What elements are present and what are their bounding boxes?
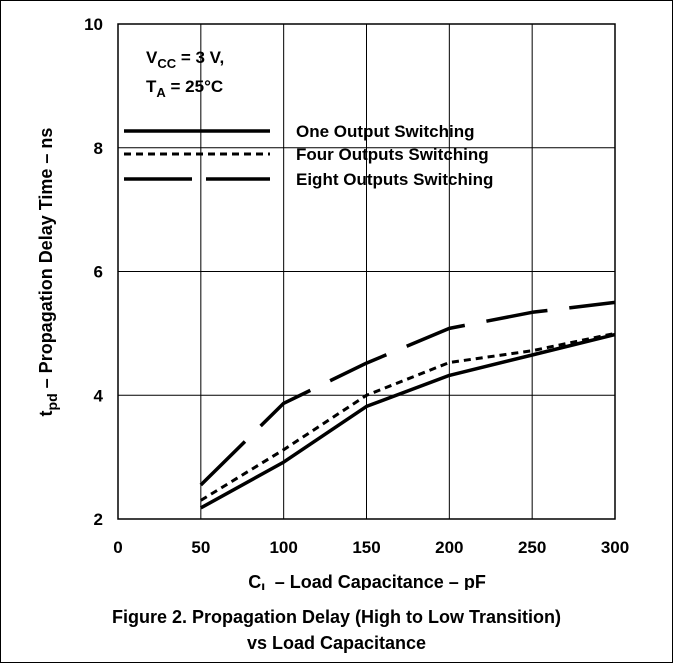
x-tick-label: 200 xyxy=(435,538,463,557)
x-tick-label: 50 xyxy=(191,538,210,557)
series-line-2 xyxy=(200,331,616,502)
y-tick-label: 2 xyxy=(94,510,103,529)
x-tick-label: 250 xyxy=(518,538,546,557)
legend-label: Four Outputs Switching xyxy=(296,145,489,164)
y-tick-label: 8 xyxy=(94,139,103,158)
y-tick-labels: 2 4 6 8 10 xyxy=(84,15,103,529)
x-tick-labels: 0 50 100 150 200 250 300 xyxy=(113,538,629,557)
figure-caption-line1: Figure 2. Propagation Delay (High to Low… xyxy=(111,607,562,627)
propagation-delay-chart: 0 50 100 150 200 250 300 2 4 6 8 10 VCC = 3 V, TA … xyxy=(36,15,629,590)
plot-border xyxy=(117,23,616,520)
x-tick-label: 150 xyxy=(352,538,380,557)
vcc-condition: VCC = 3 V, xyxy=(146,48,224,71)
x-tick-label: 100 xyxy=(269,538,297,557)
grid-lines xyxy=(117,23,616,520)
x-axis-label: CL – Load Capacitance – pF xyxy=(248,572,486,590)
y-tick-label: 10 xyxy=(84,15,103,34)
x-tick-label: 0 xyxy=(113,538,122,557)
y-tick-label: 4 xyxy=(94,386,104,405)
x-tick-label: 300 xyxy=(601,538,629,557)
y-axis-label: tpd – Propagation Delay Time – ns xyxy=(36,128,60,417)
series-line-1 xyxy=(199,332,616,510)
legend-label: Eight Outputs Switching xyxy=(296,170,493,189)
figure-caption-line2: vs Load Capacitance xyxy=(246,633,427,653)
legend-label: One Output Switching xyxy=(296,122,474,141)
legend: One Output Switching Four Outputs Switchi… xyxy=(124,122,493,189)
series-layer xyxy=(199,300,616,510)
ta-condition: TA = 25°C xyxy=(146,77,223,100)
y-tick-label: 6 xyxy=(94,263,103,282)
series-line-3 xyxy=(199,300,616,487)
